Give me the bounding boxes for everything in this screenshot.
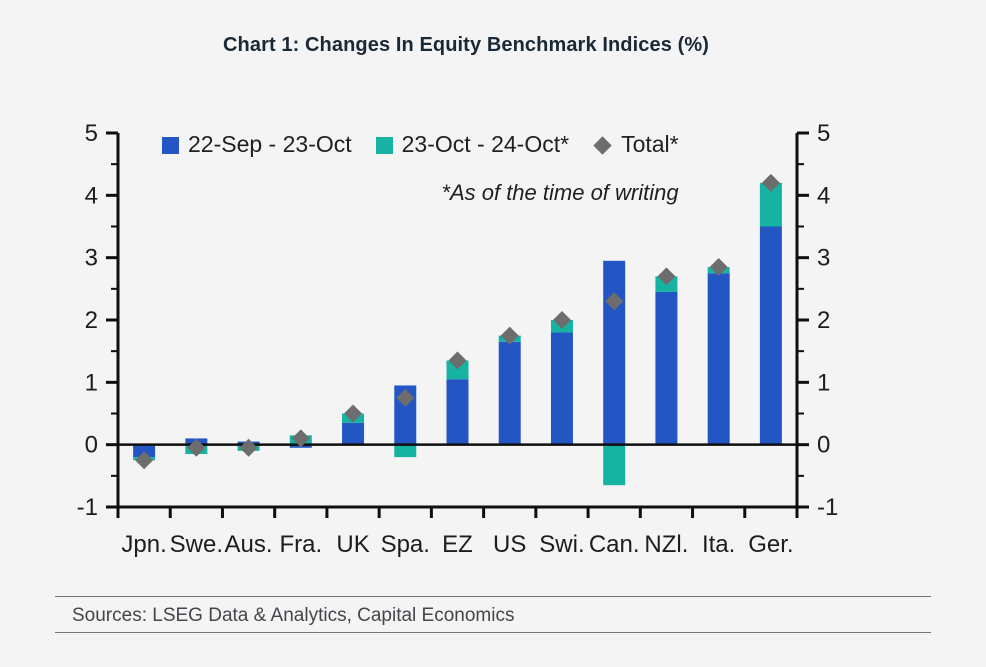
bar-segment-sep-oct-US xyxy=(498,341,521,445)
y-tick-label-right: 2 xyxy=(817,307,830,334)
footnote-annotation: *As of the time of writing xyxy=(441,180,679,205)
bar-segment-oct-EZ xyxy=(446,360,469,380)
y-tick-label-right: 3 xyxy=(817,245,830,272)
y-tick-label-right: 1 xyxy=(817,369,830,396)
legend-label: 22-Sep - 23-Oct xyxy=(188,131,352,157)
legend-label: 23-Oct - 24-Oct* xyxy=(401,131,570,157)
x-category-label: NZl. xyxy=(644,531,688,558)
x-category-label: Ger. xyxy=(748,531,793,558)
total-diamond-marker-Fra. xyxy=(291,429,310,448)
total-diamond-marker-US xyxy=(500,326,519,345)
bar-segment-sep-oct-Ger. xyxy=(759,226,782,445)
chart-legend: 22-Sep - 23-Oct 23-Oct - 24-Oct* Total* xyxy=(162,131,679,158)
x-category-label: EZ xyxy=(442,531,473,558)
bar-segment-sep-oct-Swi. xyxy=(550,332,573,445)
y-tick-label-right: 0 xyxy=(817,432,830,459)
total-diamond-marker-Swe. xyxy=(187,438,206,457)
bar-segment-sep-oct-Jpn. xyxy=(133,444,156,458)
total-diamond-marker-Can. xyxy=(605,292,624,311)
legend-label: Total* xyxy=(621,131,679,157)
total-diamond-marker-Ita. xyxy=(709,258,728,277)
chart-title: Chart 1: Changes In Equity Benchmark Ind… xyxy=(222,34,709,56)
bar-segment-sep-oct-EZ xyxy=(446,379,469,445)
total-diamond-marker-Aus. xyxy=(239,438,258,457)
x-category-label: Can. xyxy=(589,531,640,558)
y-tick-label-left: 3 xyxy=(85,245,98,272)
y-tick-label-right: -1 xyxy=(817,494,838,521)
y-tick-label-right: 5 xyxy=(817,120,830,147)
y-tick-label-left: 2 xyxy=(85,307,98,334)
total-diamond-marker-NZl. xyxy=(657,267,676,286)
bar-segment-sep-oct-UK xyxy=(342,422,365,445)
y-tick-label-left: 4 xyxy=(85,182,98,209)
bar-segment-oct-Ger. xyxy=(759,182,782,227)
bottom-rule xyxy=(55,632,931,633)
teal-square-swatch-icon xyxy=(375,137,393,154)
top-rule xyxy=(55,596,931,597)
bar-segment-oct-Can. xyxy=(603,444,626,486)
legend-item-total: Total* xyxy=(593,131,679,158)
y-tick-label-left: 5 xyxy=(85,120,98,147)
y-tick-label-right: 4 xyxy=(817,182,830,209)
blue-square-swatch-icon xyxy=(162,137,179,154)
legend-item-blue-series: 22-Sep - 23-Oct xyxy=(162,131,352,158)
x-category-label: US xyxy=(493,531,526,558)
total-diamond-marker-EZ xyxy=(448,351,467,370)
bar-segment-sep-oct-Can. xyxy=(603,260,626,445)
x-category-label: Spa. xyxy=(381,531,430,558)
bar-segment-sep-oct-NZl. xyxy=(655,291,678,445)
x-category-label: Ita. xyxy=(702,531,735,558)
x-category-label: Swi. xyxy=(539,531,584,558)
x-category-label: Aus. xyxy=(225,531,273,558)
total-diamond-marker-Ger. xyxy=(761,173,780,192)
total-diamond-marker-UK xyxy=(344,404,363,423)
x-category-label: Jpn. xyxy=(121,531,166,558)
diamond-swatch-icon xyxy=(593,136,612,155)
total-diamond-marker-Spa. xyxy=(396,388,415,407)
legend-item-teal-series: 23-Oct - 24-Oct* xyxy=(375,131,570,158)
y-tick-label-left: 0 xyxy=(85,432,98,459)
x-category-label: Swe. xyxy=(170,531,223,558)
x-category-label: UK xyxy=(336,531,369,558)
bar-segment-sep-oct-Ita. xyxy=(707,273,730,445)
y-tick-label-left: -1 xyxy=(77,494,98,521)
bar-segment-oct-Spa. xyxy=(394,444,417,458)
total-diamond-marker-Swi. xyxy=(552,311,571,329)
y-tick-label-left: 1 xyxy=(85,369,98,396)
sources-text: Sources: LSEG Data & Analytics, Capital … xyxy=(72,605,515,626)
x-category-label: Fra. xyxy=(279,531,322,558)
total-diamond-marker-Jpn. xyxy=(135,451,154,470)
